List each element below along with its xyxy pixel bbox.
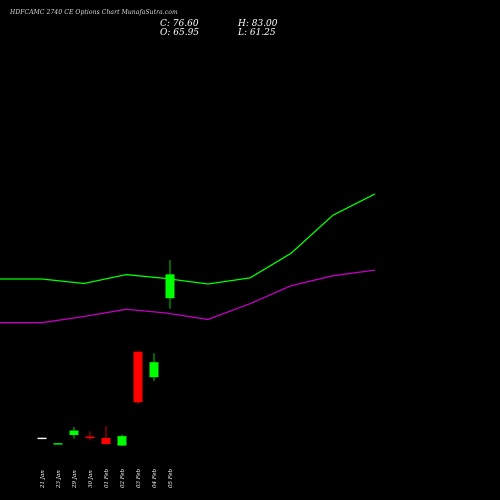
x-tick-label: 30 Jan: [88, 470, 94, 488]
candlesticks: [37, 260, 175, 446]
candle: [69, 426, 79, 439]
candle: [85, 431, 95, 441]
x-tick-label: 05 Feb: [168, 468, 174, 488]
x-tick-label: 21 Jan: [40, 470, 46, 489]
candle: [117, 434, 127, 446]
candle-body: [53, 443, 63, 445]
lower-band-line: [0, 269, 376, 324]
candle-body: [133, 351, 143, 403]
high-readout: H: 83.00: [238, 19, 278, 29]
open-readout: O: 65.95: [160, 28, 200, 38]
candle: [133, 351, 143, 404]
candle: [165, 260, 175, 309]
candle-body: [101, 437, 111, 444]
candle: [101, 426, 111, 445]
x-tick-label: 01 Feb: [104, 468, 110, 488]
candle-body: [149, 362, 159, 378]
x-tick-label: 29 Jan: [72, 470, 78, 489]
low-readout: L: 61.25: [238, 28, 276, 38]
candle-body: [69, 430, 79, 436]
x-tick-label: 02 Feb: [120, 468, 126, 488]
candle: [149, 353, 159, 382]
x-axis-labels: 21 Jan 23 Jan 29 Jan 30 Jan 01 Feb 02 Feb 03 F…: [40, 468, 174, 489]
candle-body: [37, 437, 47, 440]
candle-body: [117, 436, 127, 446]
close-readout: C: 76.60: [160, 19, 199, 29]
x-tick-label: 03 Feb: [136, 468, 142, 488]
x-tick-label: 04 Feb: [152, 468, 158, 488]
candle-body: [165, 274, 175, 299]
x-tick-label: 23 Jan: [56, 470, 62, 489]
indicator-lines: [0, 193, 376, 324]
candle: [53, 443, 63, 445]
candle: [37, 437, 47, 440]
candle-body: [85, 436, 95, 439]
upper-band-line: [0, 193, 376, 285]
chart-title: HDFCAMC 2740 CE Options Chart MunafaSutr…: [10, 9, 178, 16]
